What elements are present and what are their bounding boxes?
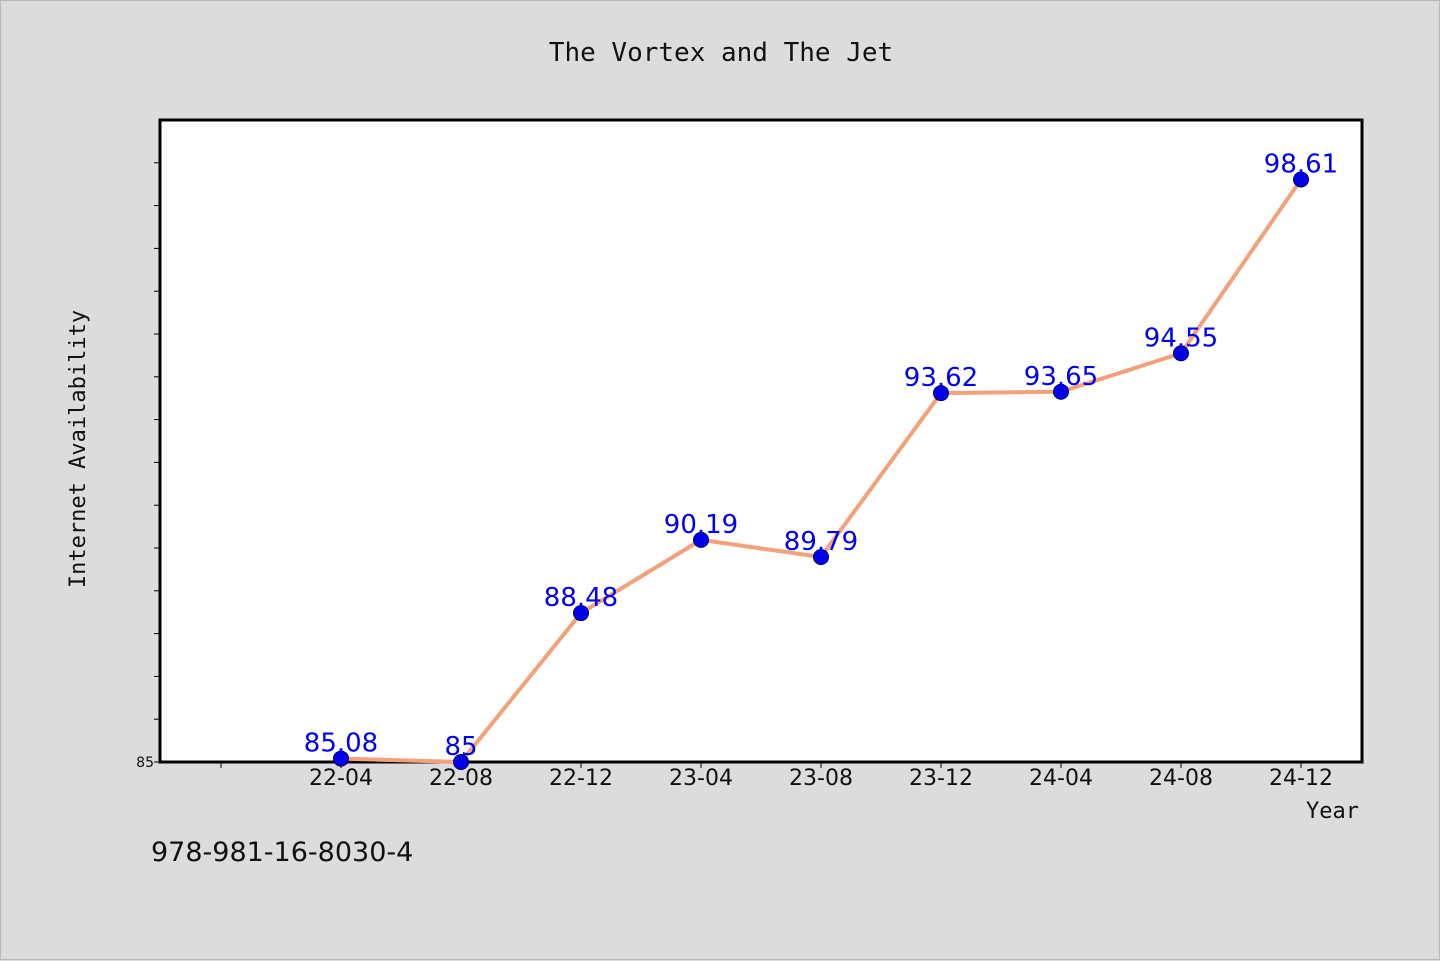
data-label: 89.79 [784, 527, 858, 557]
x-tick-label: 22-12 [549, 766, 613, 791]
data-point [1293, 171, 1309, 188]
x-tick-label: 24-04 [1029, 766, 1093, 791]
data-point [333, 750, 349, 767]
isbn-footnote: 978-981-16-8030-4 [151, 837, 414, 868]
x-tick-label: 23-08 [789, 766, 853, 791]
y-axis-ticks: 85 [136, 162, 160, 771]
x-axis-label: Year [1306, 799, 1359, 824]
data-label: 93.65 [1024, 362, 1098, 392]
data-label: 93.62 [904, 363, 978, 393]
data-point [813, 548, 829, 565]
series-layer: 85.08 85 88.48 90.19 89.79 93.62 93.65 94.55 98.… [304, 149, 1338, 770]
data-label: 90.19 [664, 510, 738, 540]
data-point [453, 754, 469, 770]
x-axis-ticks: 22-04 22-08 22-12 23-04 23-08 23-12 24-04 24-08… [220, 762, 1333, 791]
data-label: 98.61 [1264, 149, 1338, 179]
x-tick-label: 22-08 [429, 766, 493, 791]
data-point [573, 605, 589, 622]
data-point [933, 385, 949, 402]
x-tick-label: 22-04 [309, 766, 373, 791]
x-tick-label: 23-04 [669, 766, 733, 791]
data-point [1053, 383, 1069, 400]
x-tick-label: 24-12 [1269, 766, 1333, 791]
data-label: 85 [444, 732, 477, 762]
x-tick-label: 23-12 [909, 766, 973, 791]
chart-title: The Vortex and The Jet [549, 38, 893, 68]
data-label: 94.55 [1144, 323, 1218, 353]
plot-area [158, 118, 1364, 764]
data-label: 85.08 [304, 729, 378, 759]
data-label: 88.48 [544, 583, 618, 613]
y-tick-label: 85 [136, 755, 154, 771]
x-tick-label: 24-08 [1149, 766, 1213, 791]
data-point [1173, 345, 1189, 362]
data-point [693, 531, 709, 548]
y-axis-label: Internet Availability [66, 310, 91, 588]
